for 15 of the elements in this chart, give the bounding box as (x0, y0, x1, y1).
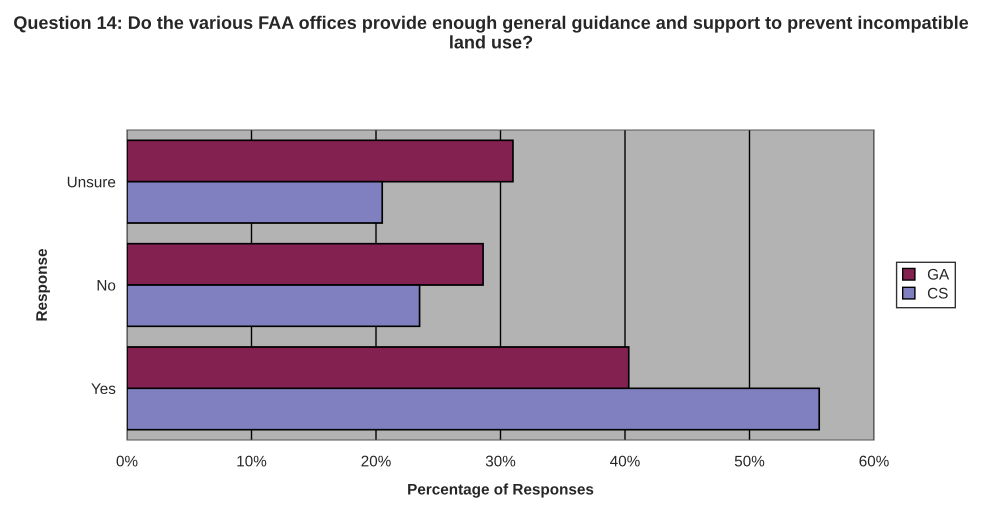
x-axis-title: Percentage of Responses (408, 483, 594, 498)
x-tick-label: 10% (237, 456, 266, 466)
y-tick-label: Unsure (68, 176, 116, 188)
x-tick-label: 30% (486, 456, 516, 466)
x-tick-label: 60% (859, 456, 889, 466)
x-tick-label: 40% (610, 456, 640, 466)
x-tick-label: 50% (734, 456, 764, 466)
y-axis-title: Response (36, 249, 50, 320)
legend-label: GA (928, 268, 950, 280)
x-tick-label: 0% (116, 456, 138, 466)
legend-label: CS (928, 288, 948, 299)
y-tick-label: Yes (91, 383, 116, 394)
x-tick-label: 20% (361, 456, 391, 466)
y-tick-label: No (98, 280, 116, 291)
chart-title: Question 14: Do the various FAA offices provide enough general guidance and support to prevent incompatible land use? (14, 16, 968, 49)
